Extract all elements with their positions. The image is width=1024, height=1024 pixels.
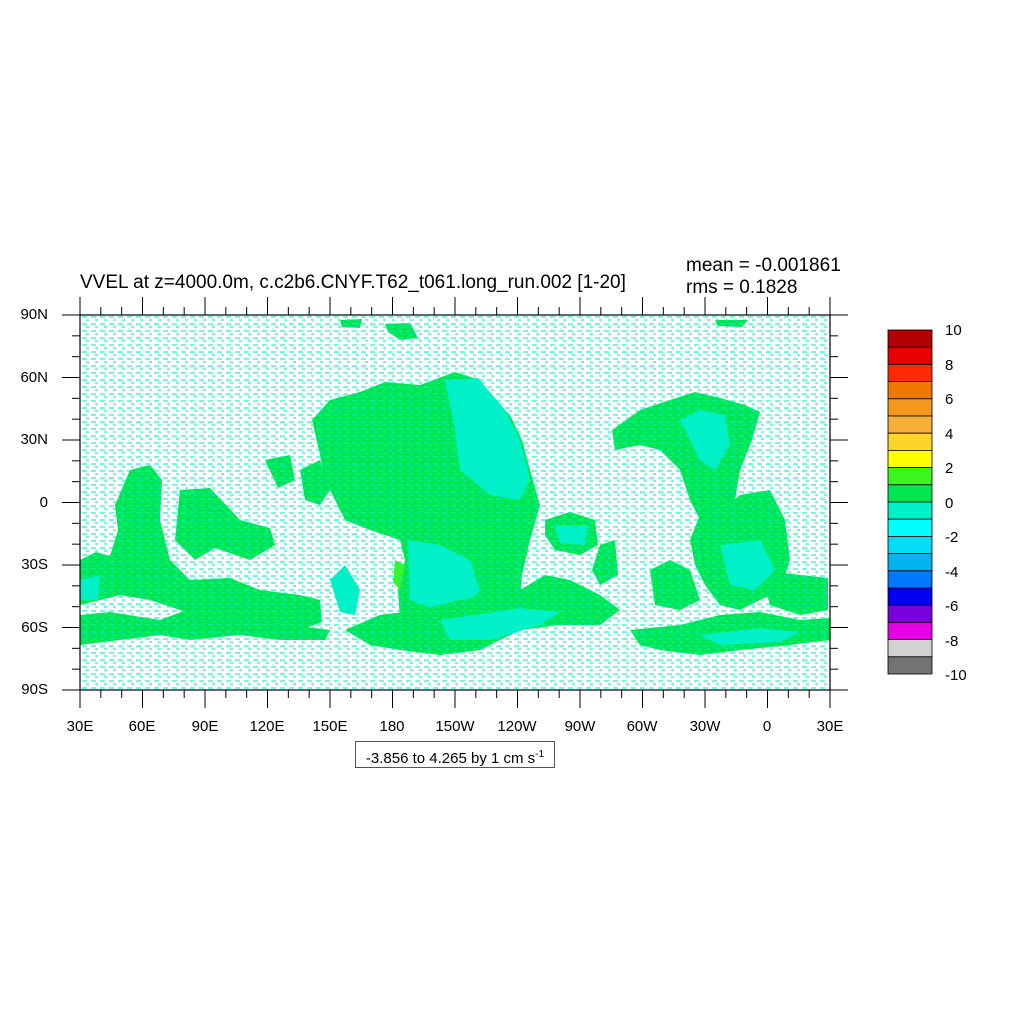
colorbar-swatch — [887, 398, 933, 417]
lat-label-90s: 90S — [21, 681, 48, 698]
lon-label-60w: 60W — [626, 718, 658, 735]
cbar-label-neg4: -4 — [945, 564, 959, 581]
mean-value: mean = -0.001861 — [686, 255, 841, 276]
lat-label-0: 0 — [39, 494, 48, 511]
plot-title: VVEL at z=4000.0m, c.c2b6.CNYF.T62_t061.… — [80, 272, 626, 293]
colorbar-swatch — [887, 363, 933, 382]
cbar-label-0: 0 — [945, 495, 954, 512]
colorbar-swatch — [887, 329, 933, 348]
lon-label-150w: 150W — [435, 718, 475, 735]
colorbar-swatch — [887, 501, 933, 520]
colorbar-swatch — [887, 587, 933, 606]
lon-label-30e: 30E — [66, 718, 94, 735]
colorbar-swatch — [887, 449, 933, 468]
range-label: -3.856 to 4.265 by 1 cm s-1 — [355, 741, 555, 768]
range-text: -3.856 to 4.265 by 1 cm s — [365, 750, 536, 767]
cbar-label-neg8: -8 — [945, 633, 959, 650]
lon-label-30e-right: 30E — [816, 718, 844, 735]
lon-label-150e: 150E — [312, 718, 348, 735]
lon-label-180: 180 — [379, 718, 405, 735]
lon-label-90w: 90W — [564, 718, 596, 735]
colorbar-swatch — [887, 381, 933, 400]
lat-label-30s: 30S — [21, 556, 48, 573]
lon-label-30w: 30W — [689, 718, 721, 735]
colorbar-swatch — [887, 536, 933, 555]
stats-block: mean = -0.001861 rms = 0.1828 — [686, 255, 841, 299]
colorbar-swatch — [887, 415, 933, 434]
colorbar-swatch — [887, 346, 933, 365]
cbar-label-neg6: -6 — [945, 598, 959, 615]
ocean-field — [80, 315, 830, 690]
colorbar-swatch — [887, 553, 933, 572]
colorbar — [887, 329, 933, 675]
lat-label-60s: 60S — [21, 619, 48, 636]
cbar-label-8: 8 — [945, 357, 954, 374]
rms-value: rms = 0.1828 — [686, 277, 798, 298]
colorbar-swatch — [887, 467, 933, 486]
colorbar-swatch — [887, 656, 933, 675]
colorbar-swatch — [887, 570, 933, 589]
cbar-label-neg2: -2 — [945, 529, 959, 546]
colorbar-swatch — [887, 622, 933, 641]
range-exponent: -1 — [535, 749, 545, 760]
cbar-label-10: 10 — [945, 322, 962, 339]
cbar-label-6: 6 — [945, 391, 954, 408]
cbar-label-2: 2 — [945, 460, 954, 477]
colorbar-swatch — [887, 484, 933, 503]
colorbar-swatch — [887, 518, 933, 537]
plot-border — [79, 314, 831, 691]
colorbar-swatch — [887, 432, 933, 451]
cbar-label-4: 4 — [945, 426, 954, 443]
lon-label-120e: 120E — [249, 718, 285, 735]
cbar-label-neg10: -10 — [945, 667, 967, 684]
colorbar-swatch — [887, 639, 933, 658]
axis-ticks — [62, 297, 848, 708]
lat-label-60n: 60N — [20, 369, 48, 386]
colorbar-swatch — [887, 604, 933, 623]
lat-label-90n: 90N — [20, 306, 48, 323]
lon-label-60e: 60E — [128, 718, 156, 735]
lat-label-30n: 30N — [20, 431, 48, 448]
lon-label-120w: 120W — [497, 718, 537, 735]
lon-label-0: 0 — [762, 718, 772, 735]
lon-label-90e: 90E — [191, 718, 219, 735]
